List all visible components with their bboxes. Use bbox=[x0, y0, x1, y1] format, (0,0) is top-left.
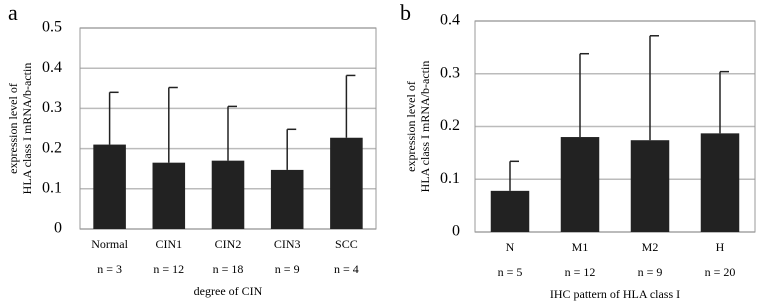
sample-size: n = 12 bbox=[565, 265, 596, 279]
y-tick-label: 0.3 bbox=[440, 64, 460, 81]
y-tick-label: 0.3 bbox=[42, 99, 62, 116]
x-tick-label: M2 bbox=[642, 240, 659, 254]
y-axis-label: HLA class I mRNA/b-actin bbox=[418, 61, 432, 193]
y-tick-label: 0 bbox=[54, 220, 62, 237]
x-axis-label: IHC pattern of HLA class I bbox=[550, 287, 680, 301]
y-tick-label: 0.1 bbox=[42, 179, 62, 196]
bar bbox=[560, 137, 600, 232]
y-tick-label: 0.4 bbox=[440, 12, 460, 29]
y-axis-label: HLA class I mRNA/b-actin bbox=[20, 63, 34, 195]
x-axis-label: degree of CIN bbox=[194, 284, 263, 298]
sample-size: n = 20 bbox=[705, 265, 736, 279]
sample-size: n = 9 bbox=[275, 262, 300, 276]
x-tick-label: H bbox=[716, 240, 725, 254]
y-tick-label: 0.2 bbox=[440, 117, 460, 134]
sample-size: n = 12 bbox=[153, 262, 184, 276]
y-axis-label: expression level of bbox=[404, 81, 418, 172]
panel-label: a bbox=[8, 0, 18, 25]
sample-size: n = 5 bbox=[498, 265, 523, 279]
bar bbox=[93, 144, 126, 229]
panel-label: b bbox=[400, 0, 411, 25]
y-tick-label: 0.4 bbox=[42, 59, 62, 76]
y-tick-label: 0.1 bbox=[440, 170, 460, 187]
y-axis-label: expression level of bbox=[6, 83, 20, 174]
x-tick-label: N bbox=[506, 240, 515, 254]
sample-size: n = 9 bbox=[638, 265, 663, 279]
x-tick-label: CIN3 bbox=[274, 237, 301, 251]
bar bbox=[490, 190, 530, 232]
sample-size: n = 3 bbox=[97, 262, 122, 276]
y-tick-label: 0.2 bbox=[42, 139, 62, 156]
bar bbox=[330, 137, 363, 229]
x-tick-label: CIN1 bbox=[155, 237, 182, 251]
y-tick-label: 0 bbox=[452, 223, 460, 240]
bar bbox=[700, 133, 740, 232]
sample-size: n = 18 bbox=[213, 262, 244, 276]
bar bbox=[152, 162, 186, 229]
x-tick-label: M1 bbox=[572, 240, 589, 254]
x-tick-label: SCC bbox=[335, 237, 358, 251]
bar bbox=[211, 160, 245, 229]
bar bbox=[630, 140, 670, 232]
plot-frame bbox=[474, 20, 756, 233]
x-tick-label: CIN2 bbox=[215, 237, 242, 251]
sample-size: n = 4 bbox=[334, 262, 359, 276]
bar bbox=[270, 169, 304, 229]
y-tick-label: 0.5 bbox=[42, 19, 62, 36]
x-tick-label: Normal bbox=[91, 237, 128, 251]
